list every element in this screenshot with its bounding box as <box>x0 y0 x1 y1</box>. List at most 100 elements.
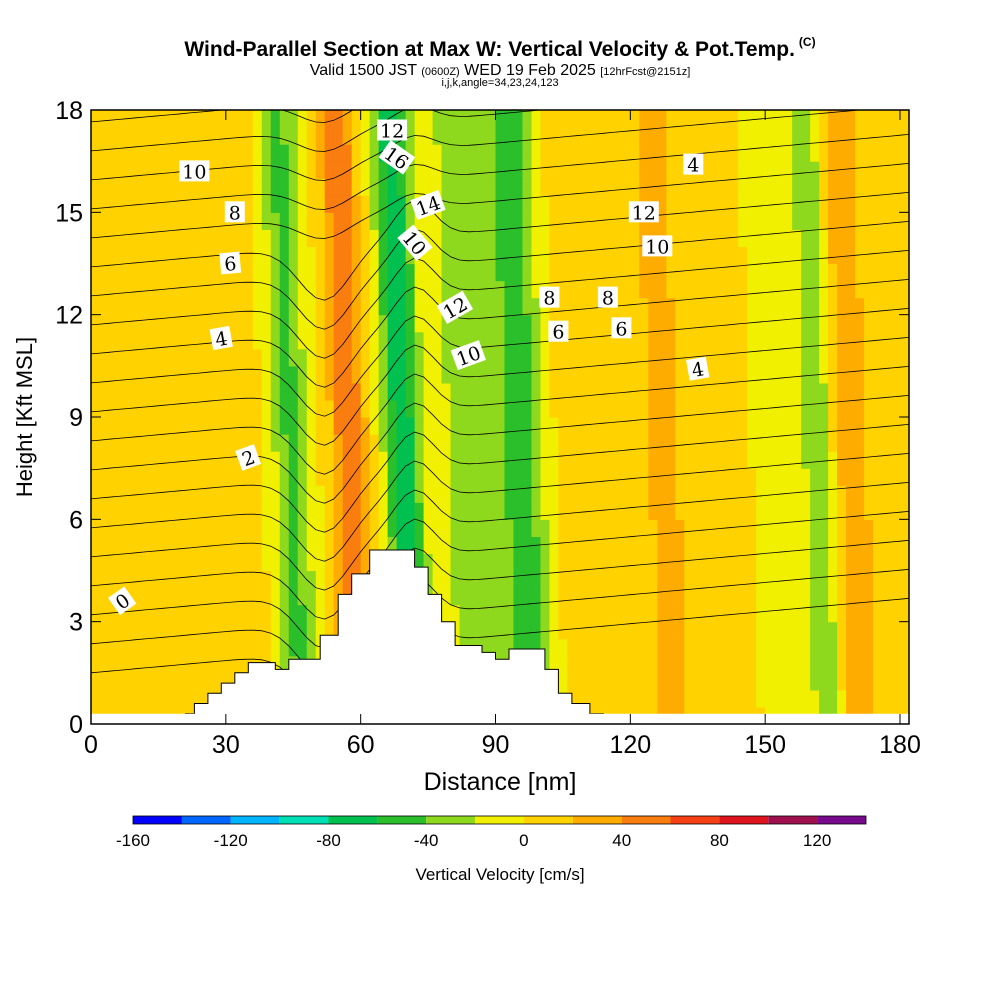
velocity-cell <box>828 519 838 537</box>
velocity-cell <box>306 536 317 555</box>
velocity-cell <box>189 110 200 128</box>
velocity-cell <box>441 365 452 384</box>
velocity-cell <box>522 110 533 128</box>
velocity-cell <box>603 365 613 384</box>
velocity-cell <box>279 144 290 162</box>
velocity-cell <box>477 195 488 213</box>
velocity-cell <box>891 144 901 162</box>
velocity-cell <box>459 502 470 520</box>
velocity-cell <box>351 212 362 230</box>
velocity-cell <box>576 451 586 469</box>
velocity-cell <box>639 655 649 674</box>
velocity-cell <box>297 451 308 469</box>
velocity-cell <box>91 468 101 486</box>
velocity-cell <box>837 604 847 623</box>
contour-label: 4 <box>683 153 704 177</box>
velocity-cell <box>594 365 604 384</box>
velocity-cell <box>882 280 892 299</box>
velocity-cell <box>711 399 721 418</box>
contour-label-box <box>378 140 416 175</box>
velocity-cell <box>126 570 137 589</box>
velocity-cell <box>126 519 137 537</box>
velocity-cell <box>450 314 461 333</box>
velocity-cell <box>351 263 362 282</box>
x-tick-label: 150 <box>744 731 786 759</box>
velocity-cell <box>396 519 407 537</box>
velocity-cell <box>603 314 613 333</box>
velocity-cell <box>369 451 380 469</box>
velocity-cell <box>855 314 865 333</box>
velocity-cell <box>603 434 613 452</box>
contour-label-box <box>642 235 673 257</box>
velocity-cell <box>693 502 703 520</box>
velocity-cell <box>91 178 101 196</box>
velocity-cell <box>558 553 569 572</box>
velocity-cell <box>891 314 901 333</box>
theta-contour <box>91 597 909 707</box>
velocity-cell <box>297 195 308 213</box>
velocity-cell <box>801 570 811 589</box>
velocity-cell <box>486 468 497 486</box>
velocity-cell <box>639 519 649 537</box>
velocity-cell <box>414 519 425 537</box>
velocity-cell <box>675 280 685 299</box>
velocity-cell <box>810 178 820 196</box>
velocity-cell <box>162 382 173 401</box>
velocity-cell <box>675 621 685 640</box>
velocity-cell <box>684 399 694 418</box>
velocity-cell <box>459 246 470 265</box>
velocity-cell <box>828 178 838 196</box>
velocity-cell <box>801 621 811 640</box>
velocity-cell <box>108 195 119 213</box>
velocity-cell <box>91 297 101 316</box>
velocity-cell <box>216 655 227 674</box>
velocity-cell <box>711 553 721 572</box>
velocity-cell <box>135 399 146 418</box>
velocity-cell <box>180 485 191 503</box>
velocity-cell <box>135 519 146 537</box>
velocity-cell <box>486 434 497 452</box>
velocity-cell <box>864 621 874 640</box>
velocity-cell <box>603 417 613 435</box>
velocity-cell <box>765 604 775 623</box>
velocity-cell <box>216 468 227 486</box>
velocity-cell <box>315 195 326 213</box>
velocity-cell <box>630 434 640 452</box>
velocity-cell <box>567 314 578 333</box>
velocity-cell <box>522 280 533 299</box>
velocity-cell <box>504 195 515 213</box>
velocity-cell <box>531 451 542 469</box>
velocity-cell <box>495 536 506 555</box>
velocity-cell <box>612 161 622 179</box>
velocity-cell <box>810 485 820 503</box>
velocity-cell <box>585 536 595 555</box>
velocity-cell <box>702 229 712 248</box>
velocity-cell <box>657 263 667 282</box>
velocity-cell <box>369 110 380 128</box>
velocity-cell <box>108 161 119 179</box>
velocity-cell <box>756 553 766 572</box>
velocity-cell <box>720 382 730 401</box>
velocity-cell <box>225 519 236 537</box>
velocity-cell <box>171 604 182 623</box>
velocity-cell <box>396 110 407 128</box>
velocity-cell <box>387 161 398 179</box>
velocity-cell <box>630 399 640 418</box>
velocity-cell <box>108 246 119 265</box>
velocity-cell <box>99 348 110 367</box>
velocity-cell <box>783 689 793 708</box>
velocity-cell <box>666 536 676 555</box>
velocity-cell <box>189 519 200 537</box>
velocity-cell <box>585 144 595 162</box>
velocity-cell <box>234 178 245 196</box>
velocity-cell <box>198 655 209 674</box>
velocity-cell <box>666 365 676 384</box>
velocity-cell <box>810 195 820 213</box>
velocity-cell <box>639 382 649 401</box>
velocity-cell <box>405 178 416 196</box>
velocity-cell <box>270 570 281 589</box>
velocity-cell <box>108 127 119 145</box>
velocity-cell <box>585 399 595 418</box>
velocity-cell <box>99 127 110 145</box>
velocity-cell <box>765 519 775 537</box>
